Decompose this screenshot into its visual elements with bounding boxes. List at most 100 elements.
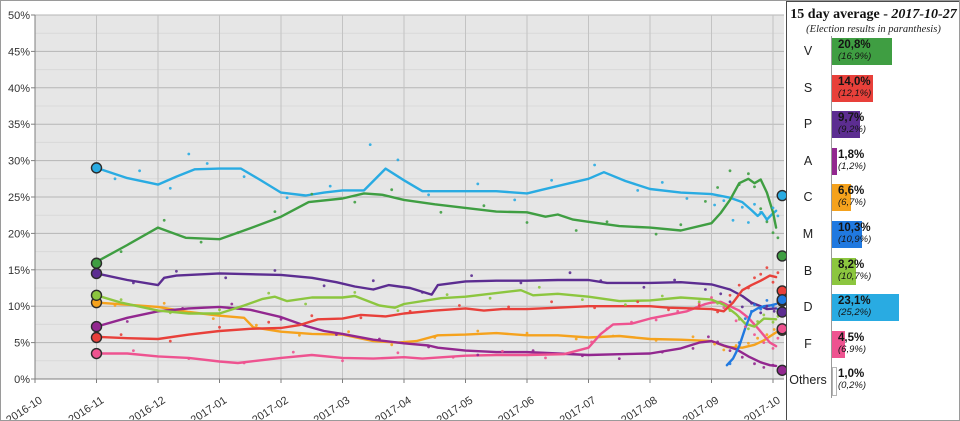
- poll-dot-D: [740, 205, 744, 209]
- poll-dot-M: [743, 317, 747, 320]
- poll-dot-C: [574, 337, 578, 341]
- poll-dot-V: [482, 204, 486, 208]
- party-values: 23,1% (25,2%): [838, 295, 871, 319]
- party-letter: C: [803, 190, 813, 205]
- series-line-S: [95, 274, 778, 341]
- election-2017-marker-F: [776, 323, 787, 335]
- poll-dot-A: [581, 354, 584, 358]
- poll-dot-D: [187, 152, 191, 156]
- poll-dot-A: [230, 302, 234, 306]
- y-axis-label: 10%: [8, 301, 30, 313]
- poll-dot-F: [501, 349, 504, 353]
- y-axis-label: 0%: [14, 374, 30, 386]
- poll-dot-B: [445, 293, 449, 296]
- poll-dot-P: [568, 271, 572, 275]
- poll-dot-A: [181, 307, 185, 310]
- poll-dot-B: [218, 308, 221, 312]
- y-axis-label: 15%: [8, 265, 30, 277]
- poll-dot-D: [513, 198, 517, 202]
- legend-row-Others: Others 1,0% (0,2%): [787, 367, 959, 397]
- party-election-result: (10,9%): [838, 234, 872, 245]
- poll-dot-V: [716, 186, 719, 189]
- poll-dot-P: [728, 300, 732, 304]
- election-2016-marker-F: [90, 347, 103, 360]
- axes: [31, 14, 784, 383]
- poll-dot-V: [236, 231, 240, 235]
- legend-bar-axis: [831, 36, 832, 398]
- party-values: 6,6% (6,7%): [838, 185, 866, 209]
- party-average-bar: [832, 147, 838, 175]
- poll-dot-P: [673, 278, 676, 282]
- poll-dot-D: [550, 178, 553, 182]
- poll-dot-F: [605, 327, 609, 331]
- poll-dot-B: [304, 302, 307, 306]
- poll-dot-M: [750, 309, 753, 313]
- poll-dot-D: [168, 186, 172, 190]
- x-axis-label: 2017-08: [619, 394, 659, 421]
- poll-dot-M: [771, 304, 775, 308]
- poll-dot-B: [660, 294, 664, 298]
- legend-row-C: C 6,6% (6,7%): [787, 184, 959, 214]
- party-average-bar: [832, 330, 846, 358]
- poll-dot-V: [759, 207, 763, 211]
- poll-dot-F: [676, 309, 680, 313]
- poll-dot-S: [747, 286, 750, 290]
- legend-subtitle: (Election results in paranthesis): [806, 24, 941, 35]
- party-election-result: (25,2%): [838, 307, 872, 319]
- y-axis-label: 20%: [8, 228, 30, 240]
- y-axis-label: 5%: [14, 338, 30, 350]
- series-line-B: [95, 289, 778, 328]
- party-letter: B: [803, 263, 813, 278]
- party-values: 8,2% (10,7%): [838, 259, 871, 283]
- series-line-A: [95, 305, 778, 368]
- party-election-result: (6,7%): [838, 197, 866, 209]
- poll-dot-D: [765, 218, 769, 222]
- party-average-value: 4,5%: [838, 331, 865, 344]
- poll-dot-F: [771, 347, 775, 350]
- poll-dot-A: [740, 355, 744, 359]
- poll-dot-A: [279, 317, 283, 321]
- poll-dot-D: [242, 175, 246, 179]
- party-election-result: (9,2%): [838, 124, 866, 136]
- poll-dot-C: [211, 317, 215, 320]
- poll-dot-C: [433, 336, 437, 339]
- election-2016-marker-S: [90, 331, 103, 344]
- poll-dot-S: [310, 314, 314, 318]
- poll-dot-A: [427, 345, 430, 349]
- poll-dot-S: [737, 283, 741, 287]
- poll-dot-P: [765, 304, 769, 308]
- poll-dot-C: [476, 329, 480, 333]
- party-average-bar: [832, 367, 837, 397]
- poll-dot-M: [737, 341, 741, 344]
- legend-title-text: 15 day average -: [790, 7, 892, 22]
- legend-title-date: 2017-10-27: [891, 7, 957, 22]
- x-axis-label: 2016-11: [66, 394, 106, 421]
- poll-dot-A: [378, 337, 381, 341]
- poll-dot-S: [458, 304, 461, 307]
- poll-dot-F: [734, 319, 738, 323]
- poll-dot-V: [737, 183, 741, 187]
- poll-dot-S: [776, 271, 780, 275]
- poll-dot-C: [722, 348, 726, 352]
- series-line-P: [95, 272, 778, 311]
- party-election-result: (10,7%): [838, 270, 872, 282]
- poll-dot-S: [636, 300, 640, 304]
- poll-dot-P: [759, 311, 763, 315]
- poll-dot-C: [525, 331, 529, 335]
- poll-dot-F: [722, 306, 726, 310]
- poll-dot-C: [113, 304, 117, 307]
- gridlines: [35, 14, 784, 379]
- party-values: 4,5% (6,9%): [838, 332, 866, 356]
- election-2016-marker-V: [90, 257, 103, 269]
- poll-dot-P: [519, 281, 523, 285]
- poll-dot-P: [704, 288, 707, 291]
- poll-dot-S: [728, 293, 732, 297]
- party-election-result: (12,1%): [838, 87, 872, 99]
- poll-dot-F: [654, 318, 658, 322]
- x-axis-labels: 2016-10 2016-11 2016-12 2017-01 2017-02 2017-…: [4, 394, 782, 421]
- poll-dot-P: [470, 274, 473, 277]
- election-2016-marker-A: [90, 320, 103, 333]
- party-average-value: 9,7%: [838, 112, 865, 125]
- party-election-result: (0,2%): [838, 380, 866, 392]
- poll-dot-C: [747, 341, 750, 345]
